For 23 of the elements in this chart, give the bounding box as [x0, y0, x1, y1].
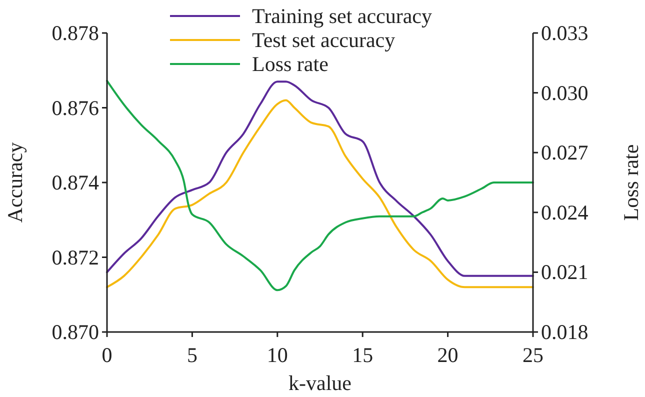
- y2-tick-label: 0.030: [541, 80, 588, 105]
- y-tick-label: 0.876: [52, 96, 99, 120]
- y-axis-title: Accuracy: [3, 142, 27, 223]
- y-tick-label: 0.874: [52, 170, 100, 194]
- y2-axis-title: Loss rate: [619, 144, 643, 221]
- y2-tick-label: 0.024: [541, 200, 589, 224]
- y2-tick-label: 0.033: [541, 21, 588, 45]
- x-tick-label: 15: [352, 343, 374, 367]
- y-tick-label: 0.872: [52, 245, 99, 270]
- legend-label: Training set accuracy: [252, 4, 432, 28]
- x-tick-label: 0: [102, 343, 112, 367]
- legend-label: Test set accuracy: [252, 28, 396, 52]
- x-tick-label: 10: [266, 343, 288, 367]
- x-tick-label: 25: [522, 343, 544, 367]
- x-axis-title: k-value: [288, 371, 352, 395]
- y2-tick-label: 0.021: [541, 260, 588, 284]
- y2-tick-label: 0.018: [541, 320, 588, 344]
- y-tick-label: 0.870: [52, 320, 99, 344]
- x-tick-label: 20: [437, 343, 458, 367]
- y2-tick-label: 0.027: [541, 140, 588, 165]
- y-tick-label: 0.878: [52, 21, 99, 45]
- legend-label: Loss rate: [252, 52, 328, 76]
- x-tick-label: 5: [186, 343, 198, 367]
